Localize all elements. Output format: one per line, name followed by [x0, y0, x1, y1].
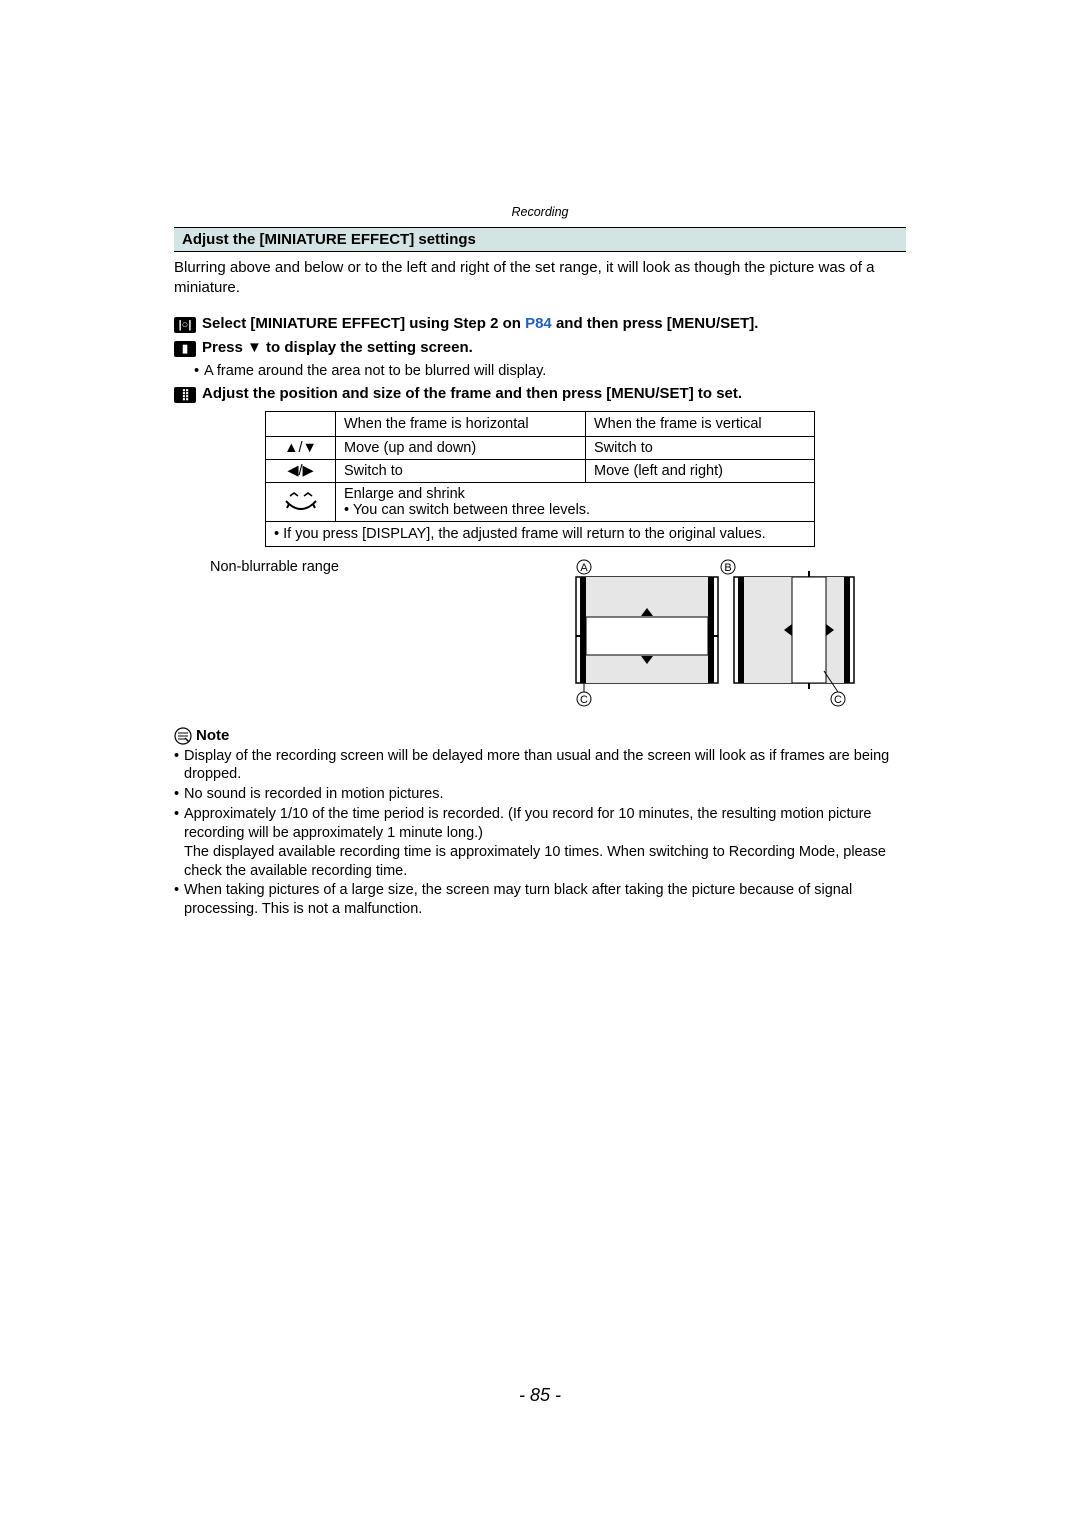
- non-blurrable-label: Non-blurrable range: [174, 559, 434, 575]
- table-row: Enlarge and shrink • You can switch betw…: [266, 482, 815, 521]
- table-header-blank: [266, 411, 336, 436]
- step-1-pre: Select [MINIATURE EFFECT] using Step 2 o…: [202, 315, 525, 332]
- note-item: • No sound is recorded in motion picture…: [174, 785, 906, 804]
- step-2-icon: ▮: [174, 341, 196, 357]
- step-1: |○| Select [MINIATURE EFFECT] using Step…: [174, 315, 906, 333]
- note-body: Display of the recording screen will be …: [184, 747, 906, 785]
- step-2-sub: A frame around the area not to be blurre…: [174, 363, 906, 379]
- page-title: Adjust the [MINIATURE EFFECT] settings: [174, 227, 906, 252]
- step-1-link[interactable]: P84: [525, 315, 552, 332]
- note-label: Note: [196, 727, 229, 744]
- step-3-text: Adjust the position and size of the fram…: [202, 385, 906, 402]
- table-row: ▲/▼ Move (up and down) Switch to: [266, 436, 815, 459]
- table-footer-row: • If you press [DISPLAY], the adjusted f…: [266, 521, 815, 546]
- note-item: • When taking pictures of a large size, …: [174, 881, 906, 919]
- step-1-icon: |○|: [174, 317, 196, 333]
- note-body: When taking pictures of a large size, th…: [184, 881, 906, 919]
- note-icon: [174, 727, 192, 745]
- step-2-text: Press ▼ to display the setting screen.: [202, 339, 906, 356]
- table-cell: Move (left and right): [586, 459, 815, 482]
- note-body: No sound is recorded in motion pictures.: [184, 785, 906, 804]
- label-A: A: [580, 562, 588, 574]
- table-cell: Switch to: [586, 436, 815, 459]
- table-cell-zoom: Enlarge and shrink • You can switch betw…: [336, 482, 815, 521]
- table-footer: • If you press [DISPLAY], the adjusted f…: [266, 521, 815, 546]
- table-cell: Move (up and down): [336, 436, 586, 459]
- section-header: Recording: [174, 205, 906, 219]
- page-number: - 85 -: [0, 1385, 1080, 1406]
- step-3-icon: ⣿: [174, 387, 196, 403]
- label-C-left: C: [580, 694, 588, 706]
- table-header-vertical: When the frame is vertical: [586, 411, 815, 436]
- note-item: • Approximately 1/10 of the time period …: [174, 805, 906, 880]
- diagram-row: Non-blurrable range A B: [174, 559, 906, 713]
- table-header-horizontal: When the frame is horizontal: [336, 411, 586, 436]
- table-header-row: When the frame is horizontal When the fr…: [266, 411, 815, 436]
- table-cell: Switch to: [336, 459, 586, 482]
- document-page: Recording Adjust the [MINIATURE EFFECT] …: [0, 0, 1080, 1526]
- note-header: Note: [174, 727, 906, 745]
- controls-table: When the frame is horizontal When the fr…: [265, 411, 815, 547]
- table-row: ◀/▶ Switch to Move (left and right): [266, 459, 815, 482]
- zoom-text-sub: • You can switch between three levels.: [344, 502, 806, 518]
- step-3: ⣿ Adjust the position and size of the fr…: [174, 385, 906, 403]
- note-body: Approximately 1/10 of the time period is…: [184, 805, 906, 880]
- step-1-text: Select [MINIATURE EFFECT] using Step 2 o…: [202, 315, 906, 332]
- label-C-right: C: [834, 694, 842, 706]
- miniature-diagram: A B: [566, 559, 866, 709]
- notes-list: • Display of the recording screen will b…: [174, 747, 906, 920]
- step-1-post: and then press [MENU/SET].: [552, 315, 759, 332]
- diagram-wrap: A B: [566, 559, 906, 713]
- label-B: B: [724, 562, 731, 574]
- zoom-text-main: Enlarge and shrink: [344, 486, 806, 502]
- leftright-icon: ◀/▶: [266, 459, 336, 482]
- zoom-lever-icon: [266, 482, 336, 521]
- note-item: • Display of the recording screen will b…: [174, 747, 906, 785]
- step-2: ▮ Press ▼ to display the setting screen.: [174, 339, 906, 357]
- updown-icon: ▲/▼: [266, 436, 336, 459]
- intro-paragraph: Blurring above and below or to the left …: [174, 258, 906, 299]
